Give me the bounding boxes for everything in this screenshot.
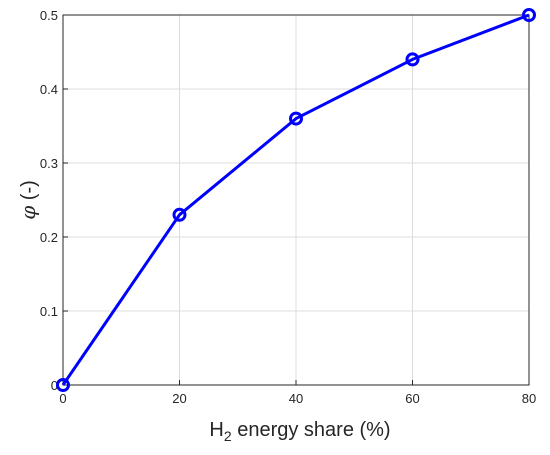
series xyxy=(56,8,536,392)
tick-labels: 0 20 40 60 80 0 0.1 0.2 0.3 0.4 0.5 xyxy=(40,8,536,406)
y-tick-label: 0 xyxy=(51,378,58,393)
data-point xyxy=(522,8,536,22)
data-point xyxy=(289,111,303,126)
x-tick-label: 40 xyxy=(289,391,303,406)
x-tick-label: 0 xyxy=(59,391,66,406)
x-tick-label: 80 xyxy=(522,391,536,406)
x-axis-title: H2 energy share (%) xyxy=(209,419,390,444)
x-tick-label: 20 xyxy=(172,391,186,406)
grid xyxy=(62,14,530,386)
data-point xyxy=(56,378,70,392)
y-axis-title: φ (-) xyxy=(16,180,40,220)
y-tick-label: 0.2 xyxy=(40,230,58,245)
series-line xyxy=(61,13,530,386)
y-tick-label: 0.5 xyxy=(40,8,58,23)
data-point xyxy=(172,207,187,222)
data-point xyxy=(405,52,420,67)
y-tick-label: 0.1 xyxy=(40,304,58,319)
x-tick-label: 60 xyxy=(405,391,419,406)
y-tick-label: 0.3 xyxy=(40,156,58,171)
y-tick-label: 0.4 xyxy=(40,82,58,97)
